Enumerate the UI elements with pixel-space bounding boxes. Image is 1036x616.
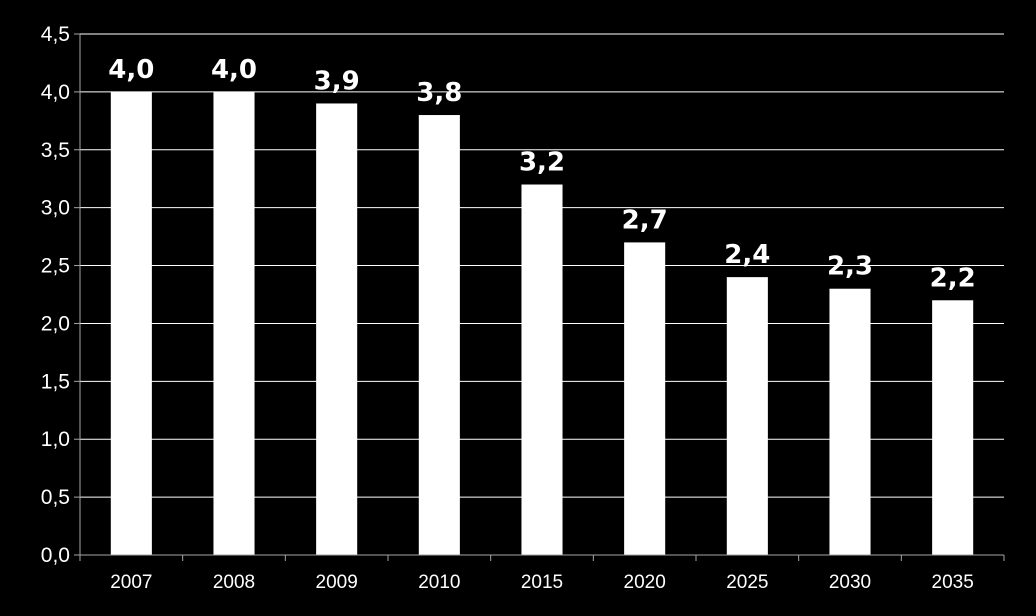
data-label: 2,4: [724, 240, 770, 270]
y-tick-labels: 0,0 0,5 1,0 1,5 2,0 2,5 3,0 3,5 4,0 4,5: [41, 23, 70, 567]
bar: [418, 115, 460, 556]
x-tick-label: 2008: [213, 572, 255, 593]
x-tick-label: 2025: [726, 572, 768, 593]
x-tick-label: 2010: [418, 572, 460, 593]
y-tick-label: 4,5: [41, 23, 70, 46]
x-tick-label: 2035: [932, 572, 974, 593]
bar: [213, 91, 255, 555]
y-tick-label: 4,0: [41, 81, 70, 104]
data-label: 2,2: [930, 263, 976, 293]
y-tick-label: 1,5: [41, 370, 70, 393]
y-tick-label: 3,0: [41, 197, 70, 220]
bar: [316, 103, 358, 555]
axes: [74, 33, 1005, 561]
data-label: 2,3: [827, 252, 873, 282]
data-label: 3,9: [314, 66, 360, 96]
bar: [110, 91, 152, 555]
y-tick-label: 0,5: [41, 486, 70, 509]
bars: [110, 91, 974, 556]
data-label: 4,0: [108, 55, 154, 85]
x-tick-label: 2020: [624, 572, 666, 593]
x-tick-labels: 2007 2008 2009 2010 2015 2020 2025 2030 2035: [110, 572, 974, 593]
data-label: 3,8: [416, 78, 462, 108]
x-tick-label: 2007: [110, 572, 152, 593]
data-labels: 4,0 4,0 3,9 3,8 3,2 2,7 2,4 2,3 2,2: [108, 55, 975, 293]
bar: [829, 288, 871, 555]
data-label: 4,0: [211, 55, 257, 85]
bar: [624, 242, 666, 555]
data-label: 3,2: [519, 148, 565, 178]
bar: [932, 300, 974, 555]
x-tick-label: 2015: [521, 572, 563, 593]
x-tick-label: 2030: [829, 572, 871, 593]
y-tick-label: 3,5: [41, 139, 70, 162]
bar: [521, 184, 563, 555]
bar: [726, 277, 768, 555]
y-tick-label: 2,5: [41, 255, 70, 278]
y-tick-label: 0,0: [41, 544, 70, 567]
y-tick-label: 2,0: [41, 312, 70, 335]
x-tick-label: 2009: [316, 572, 358, 593]
y-tick-label: 1,0: [41, 428, 70, 451]
data-label: 2,7: [622, 205, 668, 235]
